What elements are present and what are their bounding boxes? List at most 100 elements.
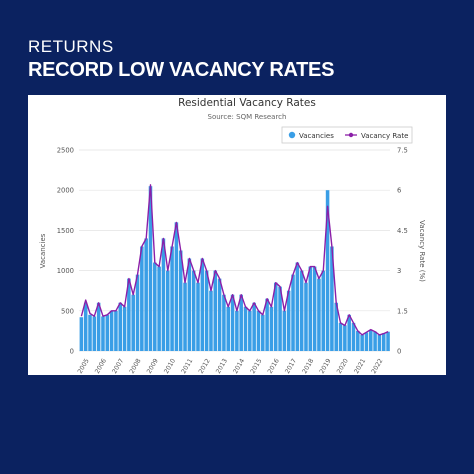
vacancies-bar	[269, 306, 274, 351]
legend-vacancies-label[interactable]: Vacancies	[299, 132, 334, 140]
x-tick-label: 2012	[198, 358, 212, 375]
vacancies-bar	[105, 314, 110, 351]
vacancies-bar	[153, 262, 157, 351]
vacancies-bar	[334, 302, 338, 351]
x-tick-label: 2006	[94, 358, 108, 375]
vacancies-bar	[96, 302, 101, 351]
vacancies-bar	[343, 325, 347, 351]
vacancies-bar	[239, 294, 243, 351]
vacancies-bar	[174, 222, 179, 351]
vacancies-bar	[204, 270, 209, 351]
legend-rate-marker	[348, 132, 354, 138]
x-tick-label: 2017	[284, 358, 298, 375]
vacancies-bar	[282, 310, 287, 351]
vacancies-bar	[373, 331, 377, 351]
x-tick-label: 2015	[249, 358, 263, 375]
vacancies-bar	[144, 238, 148, 351]
vacancies-bar	[364, 332, 369, 351]
vacancies-bar	[291, 274, 295, 351]
vacancy-chart: Residential Vacancy Rates Source: SQM Re…	[39, 97, 426, 375]
vacancies-bar	[265, 298, 269, 351]
y2-tick-label: 0	[397, 348, 401, 356]
vacancies-bar	[317, 278, 321, 351]
vacancies-bar	[109, 310, 114, 351]
chart-panel: Residential Vacancy Rates Source: SQM Re…	[28, 95, 446, 375]
vacancies-bar	[347, 314, 351, 351]
vacancies-bar	[377, 334, 382, 351]
vacancies-bar	[381, 333, 386, 351]
y-tick-label: 2000	[57, 187, 74, 195]
legend: Vacancies Vacancy Rate	[281, 126, 413, 144]
vacancies-bar	[140, 246, 144, 351]
vacancies-bar	[200, 258, 205, 351]
vacancies-bar	[386, 331, 390, 351]
vacancies-bar	[127, 278, 131, 351]
vacancies-bar	[88, 314, 92, 351]
vacancies-bar	[187, 258, 192, 351]
vacancies-bar	[243, 306, 248, 351]
y-tick-label: 1500	[57, 227, 74, 235]
vacancies-bar	[248, 310, 252, 351]
vacancies-bar	[122, 306, 127, 351]
y-tick-label: 500	[61, 307, 74, 315]
y2-tick-label: 1.5	[397, 307, 408, 315]
vacancies-bar	[273, 282, 278, 351]
grid	[79, 149, 390, 352]
x-tick-label: 2011	[180, 358, 194, 375]
x-tick-label: 2010	[163, 358, 177, 375]
vacancies-bar	[114, 310, 118, 351]
x-axis-ticks: 2005 2006 2007 2008 2009 2010 2011 2012 2013 2014…	[77, 358, 385, 375]
x-tick-label: 2021	[353, 358, 367, 375]
vacancies-bar	[338, 322, 343, 351]
vacancies-bar	[209, 290, 213, 351]
vacancies-bar	[183, 282, 187, 351]
chart-title: Residential Vacancy Rates	[178, 97, 316, 109]
y-tick-label: 0	[70, 348, 74, 356]
vacancies-bar	[351, 322, 356, 351]
vacancies-bar	[369, 330, 373, 351]
vacancies-bar	[83, 302, 88, 351]
headline: RECORD LOW VACANCY RATES	[28, 59, 335, 81]
vacancies-bars	[79, 186, 390, 351]
vacancies-bar	[286, 290, 291, 351]
vacancies-bar	[295, 262, 300, 351]
vacancies-bar	[118, 302, 123, 351]
x-tick-label: 2008	[129, 358, 143, 375]
vacancies-bar	[252, 302, 256, 351]
vacancies-bar	[230, 294, 235, 351]
y-tick-label: 2500	[57, 147, 74, 155]
x-tick-label: 2007	[111, 358, 125, 375]
vacancies-bar	[213, 270, 218, 351]
vacancies-bar	[261, 314, 265, 351]
vacancies-bar	[304, 282, 308, 351]
vacancies-bar	[135, 274, 140, 351]
vacancies-bar	[312, 266, 317, 351]
vacancies-bar	[170, 246, 174, 351]
y2-tick-label: 7.5	[397, 147, 408, 155]
x-tick-label: 2020	[336, 358, 350, 375]
vacancies-bar	[226, 306, 231, 351]
x-tick-label: 2016	[267, 358, 281, 375]
vacancies-bar	[308, 266, 313, 351]
vacancies-bar	[217, 278, 222, 351]
y2-axis-label: Vacancy Rate (%)	[418, 220, 426, 282]
x-tick-label: 2009	[146, 358, 160, 375]
x-tick-label: 2018	[301, 358, 315, 375]
y2-tick-label: 4.5	[397, 227, 408, 235]
y-axis-label: Vacancies	[39, 233, 47, 268]
vacancies-bar	[321, 270, 326, 351]
kicker-text: RETURNS	[28, 37, 114, 56]
x-tick-label: 2019	[319, 358, 333, 375]
legend-vacancies-marker	[288, 131, 296, 139]
vacancies-bar	[325, 190, 330, 351]
vacancies-bar	[256, 310, 261, 351]
vacancies-bar	[222, 294, 226, 351]
vacancies-bar	[148, 186, 153, 351]
y-tick-label: 1000	[57, 267, 74, 275]
legend-rate-label[interactable]: Vacancy Rate	[361, 132, 408, 140]
y2-tick-label: 6	[397, 187, 401, 195]
x-tick-label: 2014	[232, 358, 246, 375]
x-tick-label: 2013	[215, 358, 229, 375]
y-axis-ticks: 0 500 1000 1500 2000 2500	[57, 147, 74, 356]
vacancies-bar	[161, 238, 166, 351]
